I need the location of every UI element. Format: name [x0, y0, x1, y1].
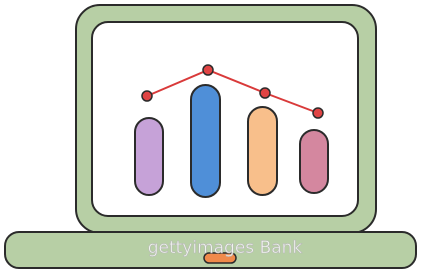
trend-point-icon	[142, 91, 152, 101]
trend-point-icon	[260, 88, 270, 98]
trend-point-icon	[203, 65, 213, 75]
page: gettyimages Bank (() => { const data = J…	[0, 0, 421, 274]
bar-icon	[248, 107, 277, 195]
watermark: gettyimages Bank	[148, 238, 303, 258]
bar-icon	[300, 130, 328, 193]
bar-icon	[135, 118, 163, 195]
bar-icon	[191, 85, 220, 197]
trend-point-icon	[313, 108, 323, 118]
laptop-illustration: gettyimages Bank	[0, 0, 421, 274]
